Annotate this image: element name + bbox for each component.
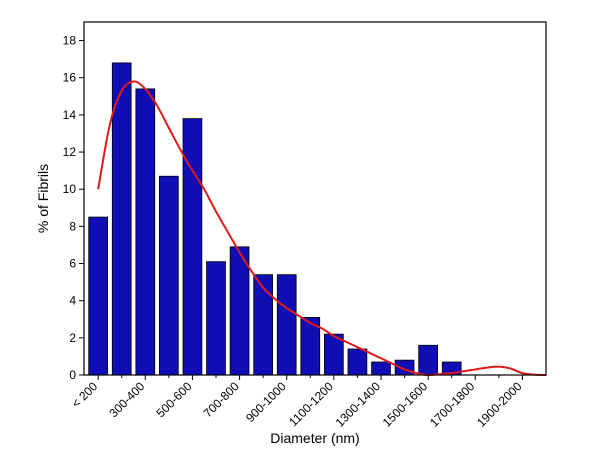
x-tick-label: 1700-1800: [427, 379, 478, 430]
y-tick-label: 0: [69, 368, 76, 382]
bar-0: [88, 216, 108, 376]
y-tick-label: 12: [63, 145, 77, 159]
y-tick-label: 6: [69, 257, 76, 271]
x-tick-label: 1300-1400: [333, 379, 384, 430]
y-axis-title: % of Fibrils: [35, 164, 51, 233]
x-tick-label: 1900-2000: [474, 379, 525, 430]
x-axis-title: Diameter (nm): [270, 430, 359, 446]
bar-5: [206, 261, 226, 376]
fit-curve-layer: [97, 80, 547, 377]
bar-7: [253, 274, 273, 376]
y-tick-label: 18: [63, 34, 77, 48]
y-tick-label: 10: [63, 182, 77, 196]
bar-4: [182, 118, 203, 376]
bars-layer: [88, 62, 462, 376]
y-tick-label: 16: [63, 71, 77, 85]
y-tick-label: 14: [63, 108, 77, 122]
x-tick-label: 1500-1600: [380, 379, 431, 430]
bar-8: [276, 274, 297, 376]
bar-1: [111, 62, 132, 376]
x-tick-label: 500-600: [154, 379, 195, 420]
y-axis: 0 2 4 6 8 10 12 14 16 18: [63, 34, 84, 382]
y-tick-label: 2: [69, 331, 76, 345]
x-axis: < 200 300-400 500-600 700-800 900-10001100-1…: [69, 375, 525, 430]
y-tick-label: 8: [69, 219, 76, 233]
x-tick-label: 900-1000: [243, 379, 289, 425]
bar-3: [159, 175, 179, 376]
bar-11: [347, 348, 368, 376]
fit-curve: [97, 80, 547, 377]
bar-14: [418, 344, 438, 376]
x-tick-label: 700-800: [201, 379, 242, 420]
x-tick-label: 1100-1200: [286, 379, 336, 429]
bar-6: [229, 246, 250, 376]
x-tick-label: < 200: [69, 379, 101, 411]
x-tick-label: 300-400: [106, 379, 147, 420]
y-tick-label: 4: [69, 294, 76, 308]
bar-12: [371, 361, 391, 376]
bar-2: [135, 88, 156, 376]
plot-frame: [83, 21, 547, 376]
